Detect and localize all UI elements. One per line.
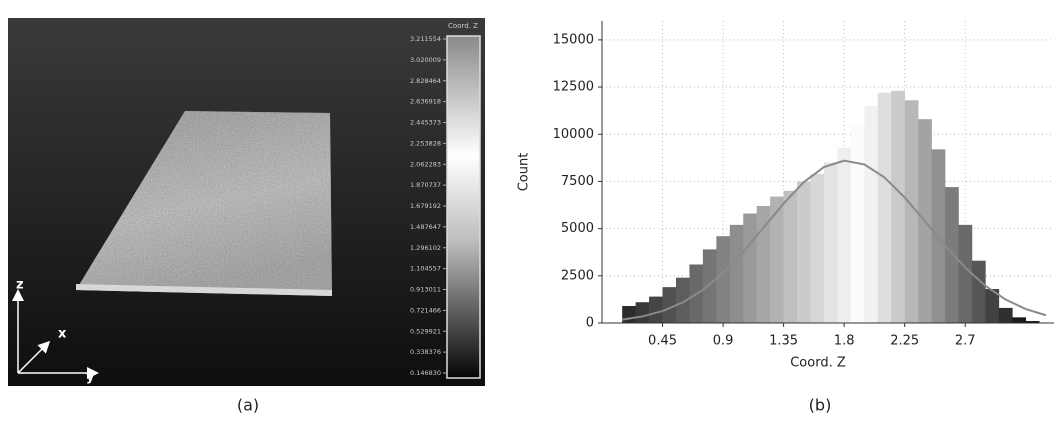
axis-arrow <box>17 340 51 374</box>
colorbar <box>446 35 481 379</box>
colorbar-label: 2.636918 <box>410 98 441 106</box>
bar <box>971 260 986 323</box>
x-tick-label: 2.7 <box>955 334 976 349</box>
bar <box>1012 317 1027 323</box>
colorbar-label: 2.445373 <box>410 119 441 127</box>
bar <box>850 124 865 323</box>
axis-label: z <box>16 278 24 293</box>
y-tick-label: 7500 <box>561 174 594 189</box>
y-tick-label: 10000 <box>553 127 594 142</box>
surface-render <box>76 111 332 296</box>
y-tick-label: 0 <box>586 316 594 331</box>
bar <box>783 190 798 323</box>
bar <box>891 90 905 324</box>
bar <box>716 236 731 323</box>
bar <box>743 213 758 323</box>
x-axis-label: Coord. Z <box>790 356 846 371</box>
surface-edge <box>76 284 332 296</box>
bar <box>985 289 1000 323</box>
bar <box>756 205 771 323</box>
colorbar-label: 1.487647 <box>410 223 441 231</box>
x-tick-label: 0.9 <box>713 334 734 349</box>
colorbar-label: 0.529921 <box>410 327 441 335</box>
bar <box>649 296 663 323</box>
bar <box>729 224 744 323</box>
colorbar-label: 2.062283 <box>410 160 441 168</box>
bar <box>823 162 838 323</box>
bar <box>945 187 959 323</box>
colorbar-label: 0.913011 <box>410 286 441 294</box>
colorbar-title: Coord. Z <box>448 22 478 30</box>
colorbar-label: 3.020009 <box>410 56 441 64</box>
bar <box>998 307 1013 323</box>
colorbar-label: 2.828464 <box>410 77 441 85</box>
bar <box>864 105 879 323</box>
y-tick-label: 15000 <box>553 32 594 47</box>
colorbar-label: 0.146830 <box>410 369 441 377</box>
colorbar-label: 1.679192 <box>410 202 441 210</box>
x-tick-label: 2.25 <box>890 334 919 349</box>
bar <box>675 277 690 323</box>
bar <box>702 249 717 323</box>
colorbar-label: 0.721466 <box>410 306 441 314</box>
colorbar-label: 2.253828 <box>410 139 441 147</box>
bar <box>797 181 811 323</box>
bar <box>662 287 677 323</box>
y-tick-label: 2500 <box>561 268 594 283</box>
bar <box>622 306 636 323</box>
colorbar-label: 0.338376 <box>410 348 441 356</box>
bar <box>1025 321 1040 323</box>
y-tick-label: 12500 <box>553 80 594 95</box>
caption: (a) <box>237 396 259 415</box>
bar <box>837 147 852 323</box>
colorbar-label: 1.296102 <box>410 244 441 252</box>
bar <box>877 92 892 323</box>
bar <box>810 173 825 323</box>
bar <box>635 302 650 323</box>
colorbar-label: 1.104557 <box>410 265 441 273</box>
y-tick-label: 5000 <box>561 221 594 236</box>
fit-curve <box>622 159 1047 321</box>
x-tick-label: 0.45 <box>648 334 677 349</box>
x-tick-label: 1.35 <box>769 334 798 349</box>
colorbar-label: 1.870737 <box>410 181 441 189</box>
colorbar-label: 3.211554 <box>410 35 441 43</box>
axis-label: x <box>58 327 67 342</box>
x-tick-label: 1.8 <box>834 334 855 349</box>
axis-label: y <box>86 370 95 385</box>
bar <box>904 100 919 324</box>
bar <box>958 224 973 323</box>
y-axis-label: Count <box>517 153 532 192</box>
caption: (b) <box>809 396 832 415</box>
bar <box>770 196 784 323</box>
